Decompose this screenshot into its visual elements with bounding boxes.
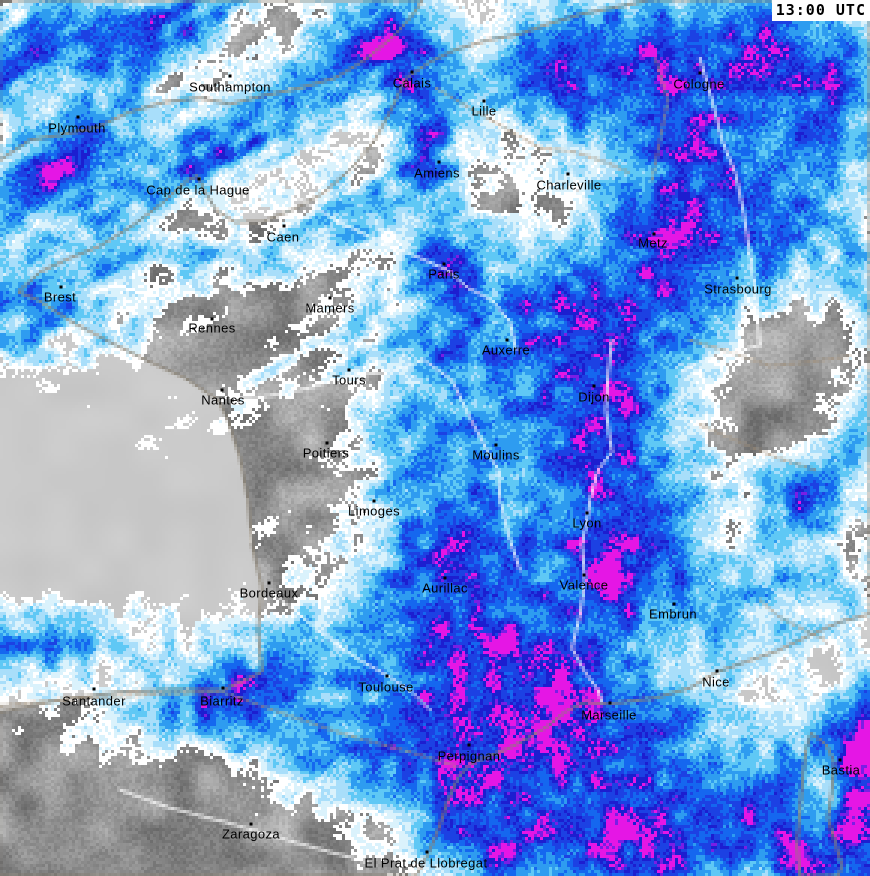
timestamp-badge: 13:00 UTC [771,0,870,21]
timestamp-text: 13:00 UTC [775,1,866,19]
